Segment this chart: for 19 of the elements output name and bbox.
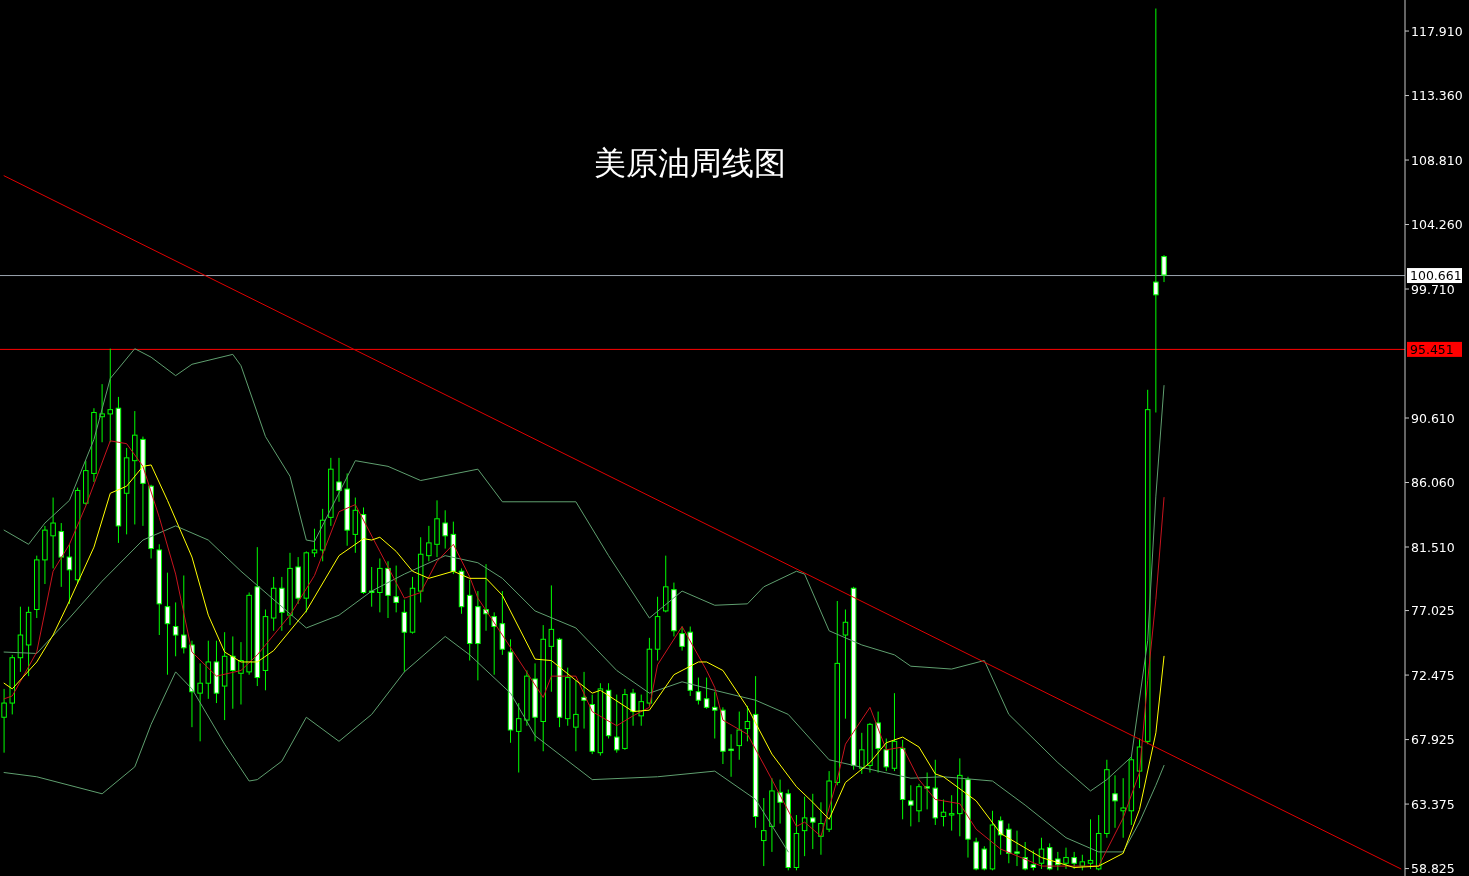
text: 美原油周线图 [594,144,786,182]
y-tick-label: 108.810 [1411,152,1463,168]
y-tick-label: 86.060 [1411,475,1455,491]
y-tick-label: 58.825 [1411,861,1455,876]
y-tick-label: 90.610 [1411,410,1455,426]
y-tick-label: 63.375 [1411,796,1455,812]
line-series [3,348,1165,792]
ref-line-label: 95.451 [1410,341,1454,357]
y-tick-label: 67.925 [1411,732,1455,748]
ref-line-label: 100.661 [1410,268,1462,284]
y-tick-label: 104.260 [1411,217,1463,233]
line-series [3,635,789,853]
y-tick-label: 99.710 [1411,281,1455,297]
y-tick-label: 77.025 [1411,603,1455,619]
y-tick-label: 81.510 [1411,539,1455,555]
line-series [3,525,1165,853]
y-tick-label: 72.475 [1411,667,1455,683]
y-tick-label: 117.910 [1411,23,1463,39]
y-tick-label: 113.360 [1411,88,1463,104]
